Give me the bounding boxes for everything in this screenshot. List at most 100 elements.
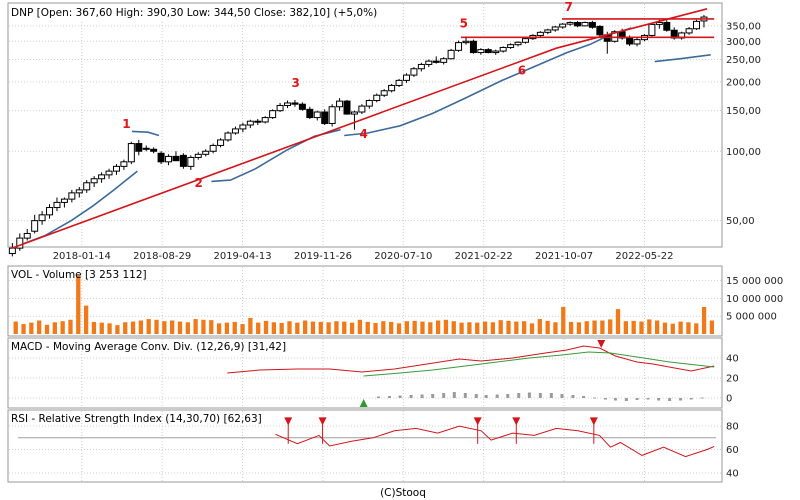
rsi-panel: 40 60 80 RSI - Relative Strength Index (14… — [7, 409, 739, 483]
volume-bar — [459, 322, 464, 334]
candle-body — [425, 60, 433, 65]
moving-average-line — [131, 130, 160, 137]
price-tick-label: 300,00 — [726, 37, 761, 48]
volume-bar — [83, 305, 89, 334]
candle-body — [194, 153, 202, 158]
volume-panel: 5 000 000 10 000 000 15 000 000 VOL - Volu… — [7, 265, 783, 337]
volume-bar — [553, 322, 558, 334]
macd-histogram — [377, 392, 704, 401]
volume-bar — [162, 321, 167, 334]
price-tick-label: 50,00 — [726, 216, 755, 227]
candle-body — [469, 40, 477, 54]
volume-bar — [568, 321, 574, 334]
candle-body — [447, 49, 455, 60]
volume-bar — [686, 322, 691, 334]
volume-bar — [310, 321, 316, 334]
candle-body — [648, 23, 656, 36]
candle-body — [417, 63, 425, 70]
volume-bar — [263, 320, 269, 334]
candle-body — [179, 154, 187, 167]
candle-body — [596, 25, 604, 36]
macd-histogram-bar — [409, 395, 413, 398]
macd-histogram-bar — [484, 395, 488, 398]
wave-label: 5 — [460, 16, 468, 30]
volume-bar — [287, 321, 292, 334]
volume-bar — [201, 319, 206, 334]
wave-label: 1 — [122, 117, 130, 131]
volume-bar — [404, 321, 409, 334]
candle-body — [574, 21, 582, 27]
volume-bar — [146, 319, 151, 334]
rsi-y-axis: 40 60 80 — [726, 422, 739, 480]
macd-histogram-bar — [506, 394, 510, 398]
volume-bar — [428, 322, 433, 334]
macd-panel-frame — [7, 337, 723, 409]
macd-histogram-bar — [700, 397, 704, 399]
sell-signal-marker — [318, 417, 327, 426]
macd-histogram-bar — [431, 394, 435, 398]
candle-body — [693, 20, 701, 30]
rsi-series-line — [275, 425, 715, 458]
candle-body — [120, 161, 128, 167]
candle-body — [23, 232, 31, 239]
macd-histogram-bar — [582, 396, 586, 398]
volume-bar — [44, 324, 50, 334]
candle-body — [336, 100, 344, 108]
price-y-axis: 50,00 100,00 150,00 200,00 250,00 300,00 350,0… — [726, 21, 761, 227]
candle-body — [224, 132, 232, 141]
price-candles — [8, 14, 708, 257]
price-grid — [9, 4, 721, 246]
rsi-tick-label: 60 — [726, 445, 739, 456]
volume-tick-label: 10 000 000 — [726, 294, 783, 305]
volume-bar — [639, 321, 644, 334]
candle-body — [8, 247, 16, 255]
volume-bar — [123, 322, 128, 334]
macd-series-line — [363, 351, 715, 377]
volume-bar — [389, 321, 394, 334]
candle-body — [633, 39, 641, 45]
candle-body — [663, 21, 671, 31]
candle-body — [135, 143, 143, 152]
volume-bar — [623, 321, 628, 334]
rsi-tick-label: 80 — [726, 422, 739, 433]
candle-body — [551, 26, 559, 31]
volume-bar — [475, 322, 480, 334]
volume-bar — [381, 321, 386, 334]
volume-bar — [13, 321, 18, 334]
volume-bar — [608, 319, 613, 334]
date-tick-label: 2019-04-13 — [213, 251, 271, 262]
volume-bar — [115, 325, 120, 334]
volume-bar — [302, 320, 308, 334]
volume-bar — [295, 322, 300, 334]
volume-bar — [482, 321, 488, 334]
candle-body — [112, 165, 120, 172]
candle-body — [462, 40, 470, 44]
macd-histogram-bar — [689, 398, 693, 400]
volume-bar — [279, 322, 284, 334]
volume-bar — [522, 321, 527, 334]
volume-bar — [21, 324, 26, 334]
candle-body — [105, 170, 113, 176]
candle-body — [328, 106, 336, 124]
price-tick-label: 350,00 — [726, 21, 761, 32]
volume-panel-title: VOL - Volume [3 253 112] — [11, 269, 147, 281]
volume-bar — [662, 322, 668, 334]
candle-body — [209, 144, 217, 152]
macd-histogram-bar — [604, 398, 608, 400]
candle-body — [269, 110, 277, 119]
volume-bars — [13, 275, 715, 334]
candle-body — [544, 29, 552, 33]
macd-tick-label: 40 — [726, 354, 739, 365]
candle-body — [150, 148, 158, 152]
volume-bar — [443, 319, 449, 334]
candle-body — [388, 84, 396, 92]
date-tick-label: 2018-01-14 — [53, 251, 111, 262]
volume-bar — [694, 323, 699, 334]
macd-histogram-bar — [668, 398, 672, 401]
macd-histogram-bar — [474, 394, 478, 398]
volume-bar — [170, 320, 175, 334]
macd-histogram-bar — [679, 398, 683, 401]
candle-body — [559, 23, 567, 28]
trend-lines — [11, 8, 715, 249]
macd-histogram-bar — [646, 398, 650, 400]
